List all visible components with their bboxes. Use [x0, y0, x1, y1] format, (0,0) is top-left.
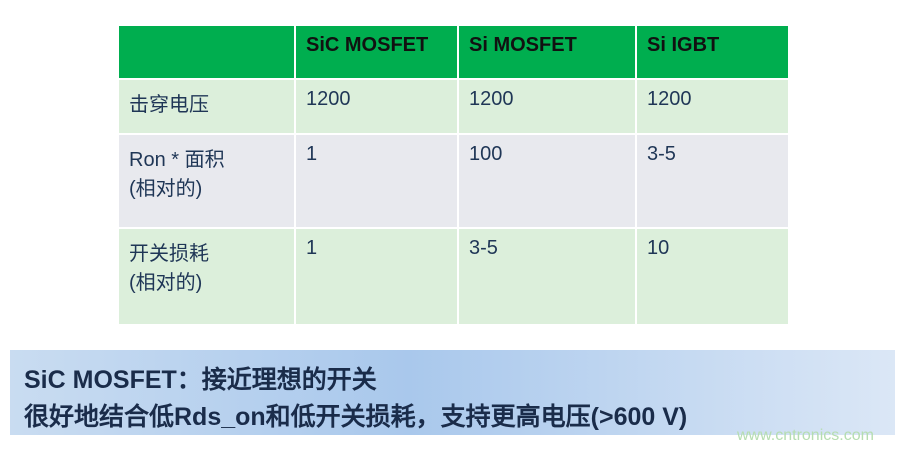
cell: 100	[457, 133, 637, 229]
row-label: 击穿电压	[117, 78, 296, 135]
summary-banner: SiC MOSFET：接近理想的开关 很好地结合低Rds_on和低开关损耗，支持…	[10, 350, 895, 435]
header-cell: SiC MOSFET	[294, 24, 459, 80]
cell: 1200	[635, 78, 790, 135]
row-label: Ron * 面积 (相对的)	[117, 133, 296, 229]
row-label-text: Ron * 面积	[129, 149, 225, 171]
header-cell: Si MOSFET	[457, 24, 637, 80]
table-row: 开关损耗 (相对的) 1 3-5 10	[117, 227, 790, 326]
watermark: www.cntronics.com	[737, 427, 874, 444]
table-row: 击穿电压 1200 1200 1200	[117, 78, 790, 135]
row-label-sub: (相对的)	[129, 272, 203, 294]
cell: 1	[294, 133, 459, 229]
row-label-sub: (相对的)	[129, 178, 203, 200]
header-row: SiC MOSFET Si MOSFET Si IGBT	[117, 24, 790, 80]
header-cell	[117, 24, 296, 80]
header-cell: Si IGBT	[635, 24, 790, 80]
cell: 1	[294, 227, 459, 326]
summary-line-2: 很好地结合低Rds_on和低开关损耗，支持更高电压(>600 V)	[24, 403, 688, 431]
comparison-table: SiC MOSFET Si MOSFET Si IGBT 击穿电压 1200 1…	[117, 24, 790, 326]
row-label-text: 开关损耗	[129, 243, 209, 265]
row-label-text: 击穿电压	[129, 94, 209, 116]
cell: 3-5	[457, 227, 637, 326]
table-row: Ron * 面积 (相对的) 1 100 3-5	[117, 133, 790, 229]
cell: 1200	[457, 78, 637, 135]
summary-line-1: SiC MOSFET：接近理想的开关	[24, 366, 377, 394]
cell: 1200	[294, 78, 459, 135]
cell: 10	[635, 227, 790, 326]
cell: 3-5	[635, 133, 790, 229]
row-label: 开关损耗 (相对的)	[117, 227, 296, 326]
